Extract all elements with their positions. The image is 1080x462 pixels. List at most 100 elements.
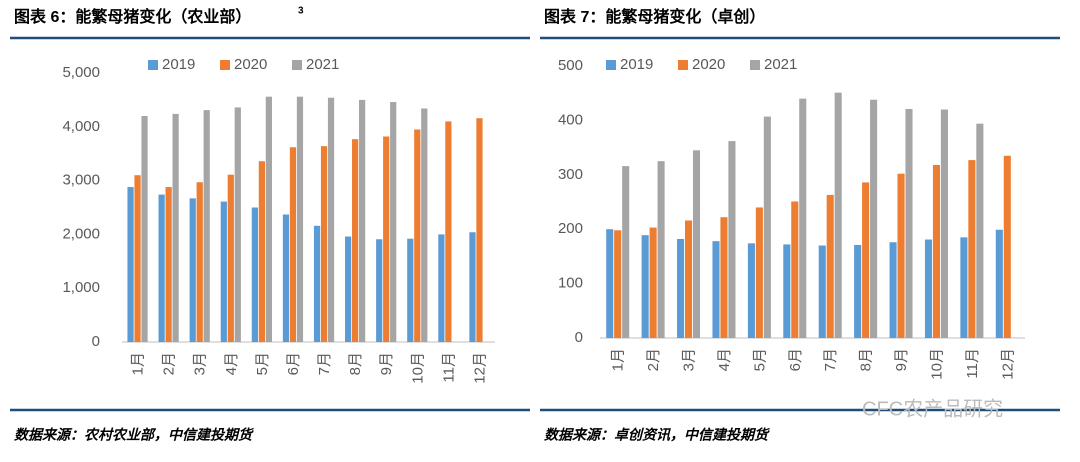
bar bbox=[791, 201, 799, 338]
bar bbox=[932, 165, 940, 338]
y-tick-label: 4,000 bbox=[62, 118, 100, 135]
bar bbox=[889, 242, 897, 338]
x-tick-label: 10月 bbox=[928, 348, 945, 380]
bar bbox=[445, 121, 452, 342]
bar bbox=[251, 207, 258, 342]
bar bbox=[390, 102, 397, 342]
y-tick-label: 1,000 bbox=[62, 279, 100, 296]
x-tick-label: 9月 bbox=[893, 348, 910, 371]
bar bbox=[265, 96, 272, 342]
title-note: 3 bbox=[298, 6, 304, 17]
legend-swatch bbox=[220, 60, 230, 70]
legend-label: 2019 bbox=[162, 56, 195, 73]
x-tick-label: 7月 bbox=[822, 348, 839, 371]
y-tick-label: 5,000 bbox=[62, 64, 100, 81]
bar bbox=[622, 166, 630, 338]
bar bbox=[728, 141, 736, 338]
bar bbox=[359, 99, 366, 343]
bar bbox=[203, 110, 210, 342]
x-tick-label: 5月 bbox=[751, 348, 768, 371]
bar bbox=[905, 108, 913, 338]
legend-label: 2019 bbox=[620, 56, 653, 73]
legend-label: 2020 bbox=[692, 56, 725, 73]
x-tick-label: 1月 bbox=[610, 348, 627, 371]
legend-label: 2020 bbox=[234, 56, 267, 73]
y-tick-label: 0 bbox=[92, 333, 100, 350]
bar bbox=[614, 230, 622, 338]
bar bbox=[289, 147, 297, 342]
bar bbox=[127, 187, 134, 342]
bar bbox=[606, 229, 614, 338]
y-tick-label: 300 bbox=[558, 166, 583, 183]
bar bbox=[940, 109, 948, 339]
legend-label: 2021 bbox=[764, 56, 797, 73]
x-tick-label: 8月 bbox=[347, 352, 364, 375]
bar bbox=[383, 136, 390, 342]
legend-swatch bbox=[292, 60, 302, 70]
bar bbox=[476, 118, 483, 342]
bar bbox=[692, 150, 701, 338]
x-tick-label: 4月 bbox=[716, 348, 733, 371]
bar bbox=[234, 107, 241, 342]
bar bbox=[320, 146, 328, 342]
y-tick-label: 200 bbox=[558, 220, 583, 237]
legend-swatch bbox=[678, 60, 688, 70]
x-tick-label: 6月 bbox=[787, 348, 804, 371]
bar bbox=[685, 220, 693, 338]
x-tick-label: 6月 bbox=[285, 352, 302, 375]
bar bbox=[834, 92, 842, 338]
legend-swatch bbox=[148, 60, 158, 70]
x-tick-label: 3月 bbox=[681, 348, 698, 371]
bar bbox=[438, 234, 445, 342]
watermark: CFC农产品研究 bbox=[862, 397, 1003, 420]
x-tick-label: 7月 bbox=[316, 352, 333, 375]
bar bbox=[407, 238, 414, 342]
bar bbox=[976, 123, 984, 338]
bar bbox=[327, 97, 335, 342]
bar bbox=[141, 116, 148, 342]
x-tick-label: 8月 bbox=[858, 348, 875, 371]
bar bbox=[172, 113, 179, 342]
bar bbox=[352, 139, 359, 342]
legend-swatch bbox=[606, 60, 616, 70]
bar bbox=[897, 173, 905, 338]
bar bbox=[755, 207, 763, 338]
x-tick-label: 5月 bbox=[254, 352, 271, 375]
x-tick-label: 10月 bbox=[409, 352, 426, 384]
bar bbox=[158, 194, 165, 342]
bar bbox=[995, 229, 1003, 338]
bar bbox=[960, 237, 968, 338]
x-tick-label: 12月 bbox=[999, 348, 1016, 380]
bar bbox=[968, 160, 976, 338]
bar bbox=[220, 201, 227, 342]
bar bbox=[296, 96, 304, 342]
legend-swatch bbox=[750, 60, 760, 70]
bar bbox=[641, 235, 649, 338]
bar bbox=[862, 182, 870, 338]
bar bbox=[282, 214, 290, 342]
bar bbox=[747, 243, 755, 338]
bar bbox=[134, 175, 141, 342]
bar bbox=[870, 99, 878, 338]
x-tick-label: 2月 bbox=[161, 352, 178, 375]
y-tick-label: 100 bbox=[558, 275, 583, 292]
bar bbox=[376, 239, 383, 342]
source: 数据来源：农村农业部，中信建投期货 bbox=[14, 427, 254, 443]
bar bbox=[712, 241, 720, 338]
bar bbox=[649, 227, 657, 338]
y-tick-label: 3,000 bbox=[62, 172, 100, 189]
bar bbox=[313, 225, 321, 342]
y-tick-label: 0 bbox=[575, 329, 583, 346]
bar bbox=[657, 161, 665, 338]
x-tick-label: 3月 bbox=[192, 352, 209, 375]
bar bbox=[763, 116, 771, 338]
bar bbox=[189, 198, 196, 342]
bar bbox=[469, 232, 476, 342]
x-tick-label: 11月 bbox=[440, 352, 457, 383]
x-tick-label: 9月 bbox=[378, 352, 395, 375]
x-tick-label: 12月 bbox=[471, 352, 488, 384]
bar bbox=[421, 108, 428, 343]
bar bbox=[826, 194, 834, 338]
bar bbox=[783, 244, 791, 338]
x-tick-label: 1月 bbox=[130, 352, 147, 375]
